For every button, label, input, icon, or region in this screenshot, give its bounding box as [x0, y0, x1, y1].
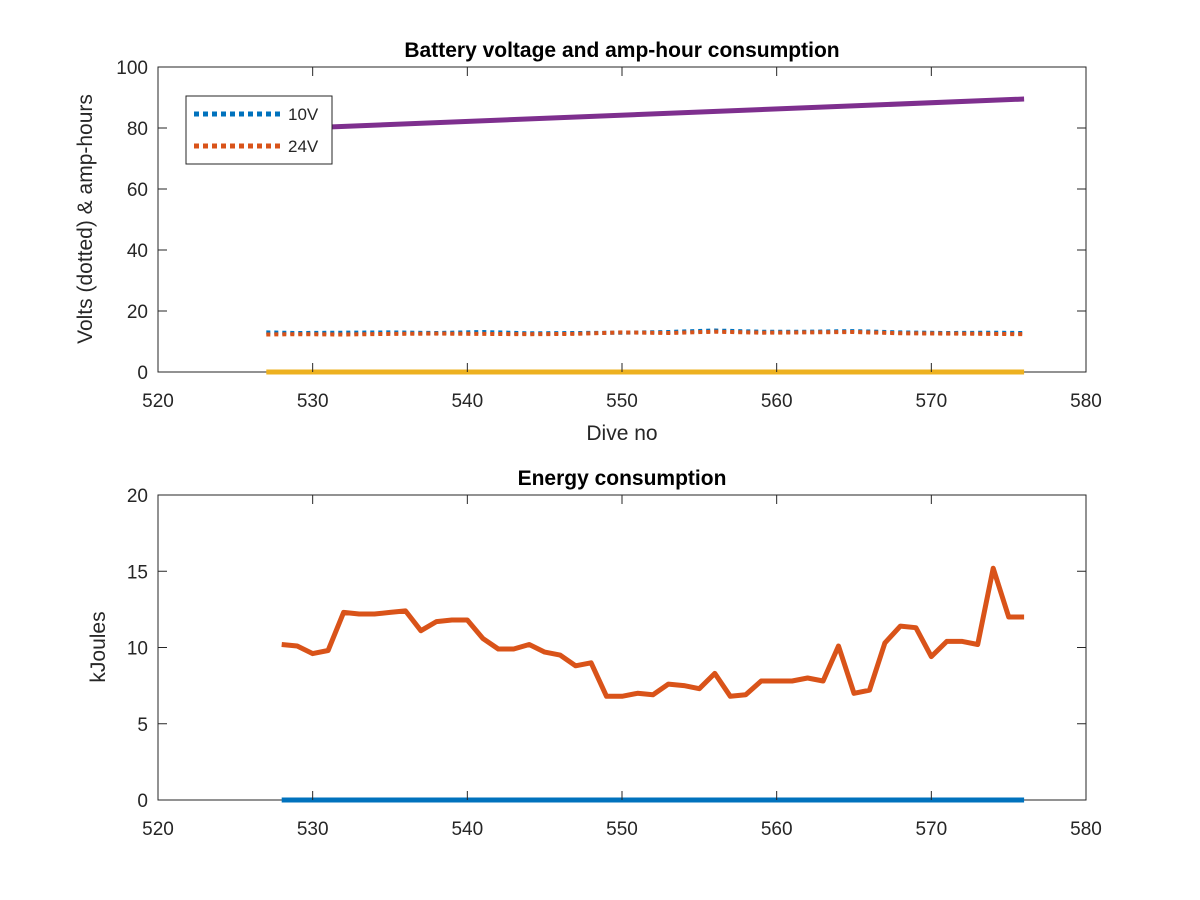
x-tick-label-energy: 550	[606, 819, 638, 840]
y-tick-label-battery: 60	[127, 180, 148, 201]
x-axis-label-battery: Dive no	[586, 422, 657, 445]
y-tick-label-battery: 40	[127, 241, 148, 262]
x-tick-label-battery: 580	[1070, 391, 1102, 412]
x-tick-label-energy: 540	[451, 819, 483, 840]
x-tick-label-battery: 570	[915, 391, 947, 412]
y-tick-label-energy: 5	[137, 715, 148, 736]
x-tick-label-battery: 520	[142, 391, 174, 412]
y-axis-label-energy: kJoules	[87, 611, 110, 682]
y-tick-label-battery: 100	[116, 58, 148, 79]
x-tick-label-battery: 540	[451, 391, 483, 412]
x-tick-label-energy: 570	[915, 819, 947, 840]
y-tick-label-battery: 20	[127, 302, 148, 323]
battery-axes: 520 530 540 550 560 570 580 0 20 40 60 80 100	[116, 58, 1102, 412]
chart-title-battery: Battery voltage and amp-hour consumption	[404, 39, 839, 62]
x-tick-label-battery: 550	[606, 391, 638, 412]
y-tick-label-energy: 0	[137, 791, 148, 812]
series-line-battery-24v	[266, 329, 1025, 337]
energy-series-group	[281, 565, 1025, 803]
x-tick-label-battery: 560	[761, 391, 793, 412]
legend: 10V 24V	[185, 95, 333, 165]
y-axis-label-battery: Volts (dotted) & amp-hours	[74, 94, 97, 344]
legend-label-10v: 10V	[288, 105, 319, 124]
chart-energy: 520 530 540 550 560 570 580 0 5 10 15 20 Energy con…	[87, 467, 1102, 840]
chart-title-energy: Energy consumption	[518, 467, 727, 490]
y-tick-label-energy: 15	[127, 562, 148, 583]
series-line-battery-purple	[266, 96, 1025, 132]
x-tick-label-energy: 520	[142, 819, 174, 840]
y-tick-label-energy: 10	[127, 639, 148, 660]
legend-label-24v: 24V	[288, 137, 319, 156]
y-tick-label-battery: 80	[127, 119, 148, 140]
legend-box	[185, 95, 333, 165]
chart-battery: 520 530 540 550 560 570 580 0 20 40 60 80 100 Batter…	[74, 39, 1102, 445]
battery-series-group	[266, 96, 1025, 375]
series-line-energy-orange	[281, 565, 1025, 699]
y-tick-label-energy: 20	[127, 486, 148, 507]
x-tick-label-energy: 580	[1070, 819, 1102, 840]
x-tick-label-energy: 560	[761, 819, 793, 840]
x-tick-label-battery: 530	[297, 391, 329, 412]
y-tick-label-battery: 0	[137, 363, 148, 384]
energy-axes: 520 530 540 550 560 570 580 0 5 10 15 20	[127, 486, 1102, 840]
x-tick-label-energy: 530	[297, 819, 329, 840]
